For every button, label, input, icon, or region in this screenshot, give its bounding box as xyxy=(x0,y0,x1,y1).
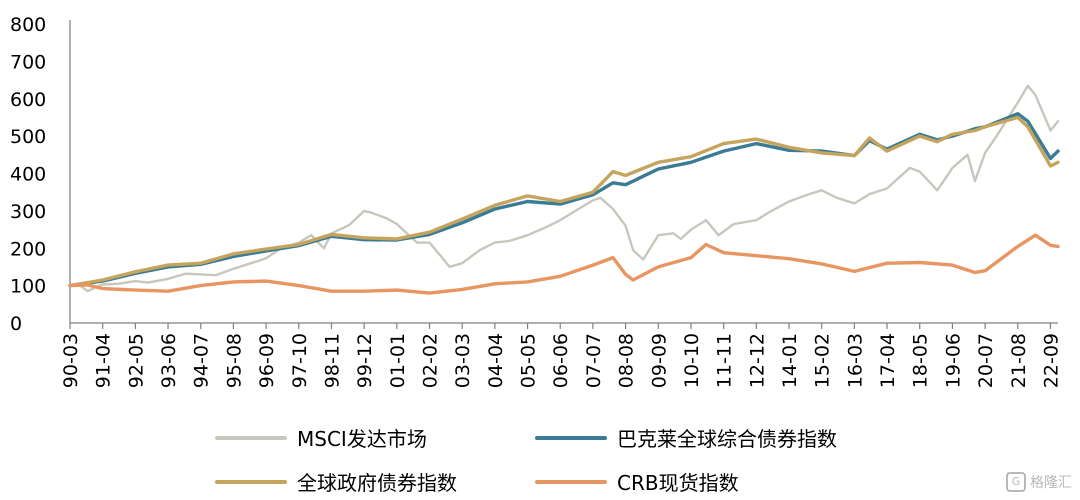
x-tick-label: 11-11 xyxy=(714,333,736,388)
x-tick-label: 19-06 xyxy=(942,333,964,388)
watermark: G 格隆汇 xyxy=(1006,472,1072,492)
x-tick-label: 10-10 xyxy=(681,333,703,388)
series-layer xyxy=(68,84,1060,295)
x-tick-label: 14-01 xyxy=(779,333,801,388)
x-tick-label: 04-04 xyxy=(485,333,507,388)
logo-icon: G xyxy=(1006,472,1026,492)
y-tick-label: 300 xyxy=(10,201,46,223)
legend-item-gov-bond: 全球政府债券指数 xyxy=(215,467,457,496)
legend-label: 巴克莱全球综合债券指数 xyxy=(617,427,837,451)
y-tick-label: 700 xyxy=(10,51,46,73)
x-tick-label: 95-08 xyxy=(223,333,245,388)
series-line-3 xyxy=(68,233,1060,295)
x-tick-label: 08-08 xyxy=(616,333,638,388)
y-tick-label: 0 xyxy=(10,313,22,335)
series-line-0 xyxy=(68,84,1060,293)
y-tick-label: 600 xyxy=(10,89,46,111)
x-tick-label: 07-07 xyxy=(583,333,605,388)
x-tick-label: 99-12 xyxy=(354,333,376,388)
x-tick-label: 06-06 xyxy=(550,333,572,388)
x-tick-label: 20-07 xyxy=(975,333,997,388)
x-tick-label: 21-08 xyxy=(1008,333,1030,388)
legend-swatch xyxy=(215,435,287,440)
legend-item-msci: MSCI发达市场 xyxy=(215,423,427,452)
x-tick-label: 22-09 xyxy=(1040,333,1062,388)
x-tick-label: 15-02 xyxy=(812,333,834,388)
y-axis: 0 100 200 300 400 500 600 700 800 xyxy=(10,14,71,335)
legend-swatch xyxy=(535,435,607,440)
x-tick-label: 94-07 xyxy=(191,333,213,388)
y-tick-label: 500 xyxy=(10,126,46,148)
legend-label: CRB现货指数 xyxy=(617,471,739,495)
x-tick-label: 96-09 xyxy=(256,333,278,388)
x-tick-label: 02-02 xyxy=(420,333,442,388)
x-tick-label: 93-06 xyxy=(158,333,180,388)
x-tick-label: 12-12 xyxy=(746,333,768,388)
x-tick-label: 09-09 xyxy=(648,333,670,388)
x-tick-label: 91-04 xyxy=(93,333,115,388)
y-tick-label: 800 xyxy=(10,14,46,36)
x-tick-label: 92-05 xyxy=(125,333,147,388)
x-tick-label: 97-10 xyxy=(289,333,311,388)
x-tick-label: 90-03 xyxy=(60,333,82,388)
legend-swatch xyxy=(215,479,287,484)
legend-label: MSCI发达市场 xyxy=(297,427,427,451)
legend-item-crb: CRB现货指数 xyxy=(535,467,739,496)
line-chart: 0 100 200 300 400 500 600 700 800 90-03 91-04 92-0… xyxy=(10,14,1062,388)
x-tick-label: 98-11 xyxy=(321,333,343,388)
x-tick-label: 01-01 xyxy=(387,333,409,388)
y-tick-label: 400 xyxy=(10,164,46,186)
legend-swatch xyxy=(535,479,607,484)
watermark-text: 格隆汇 xyxy=(1030,475,1072,491)
x-tick-label: 18-05 xyxy=(910,333,932,388)
x-tick-label: 17-04 xyxy=(877,333,899,388)
x-tick-label: 03-03 xyxy=(452,333,474,388)
x-tick-label: 05-05 xyxy=(518,333,540,388)
legend-label: 全球政府债券指数 xyxy=(297,471,457,495)
legend-item-barclays: 巴克莱全球综合债券指数 xyxy=(535,423,837,452)
y-tick-label: 200 xyxy=(10,238,46,260)
y-tick-label: 100 xyxy=(10,276,46,298)
series-line-2 xyxy=(68,115,1060,288)
legend: MSCI发达市场 巴克莱全球综合债券指数 全球政府债券指数 CRB现货指数 xyxy=(0,405,1080,500)
x-axis: 90-03 91-04 92-05 93-06 94-07 95-08 96-09 97-10… xyxy=(60,322,1062,388)
x-tick-label: 16-03 xyxy=(844,333,866,388)
